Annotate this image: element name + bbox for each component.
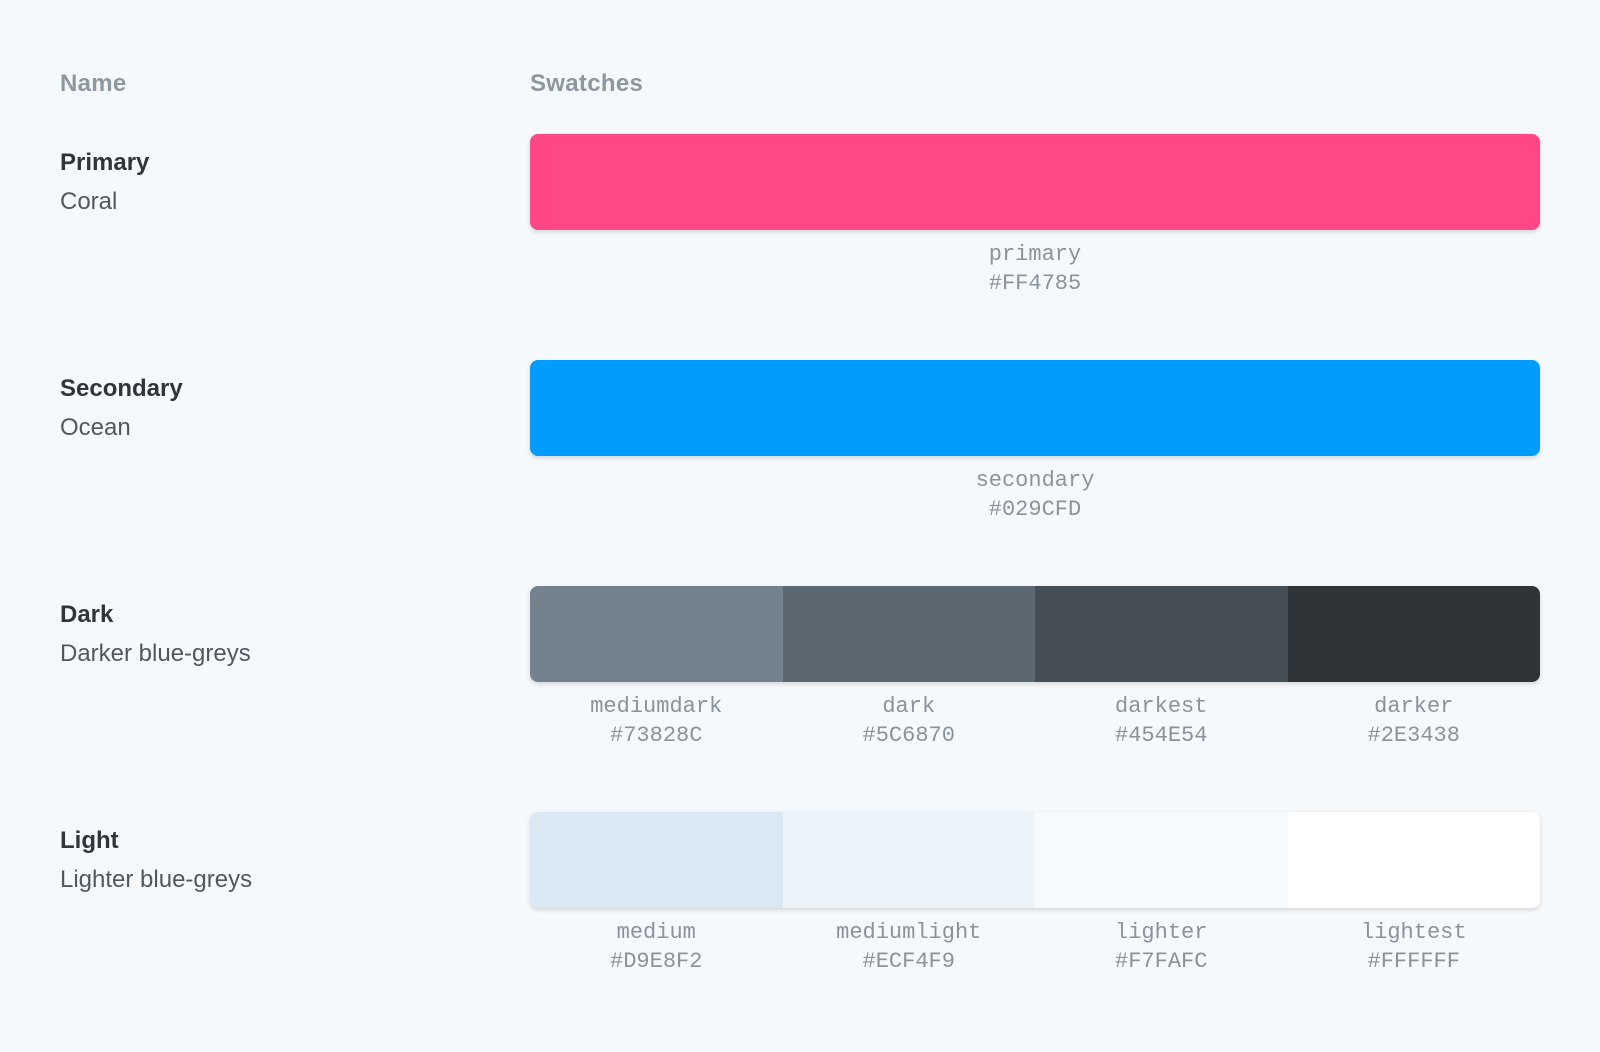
swatch-name: primary: [988, 242, 1082, 267]
swatch-hex: #454E54: [1115, 723, 1208, 748]
swatch-segment: [782, 586, 1035, 682]
palette-name-cell: Light Lighter blue-greys: [60, 812, 530, 976]
swatch-hex: #FFFFFF: [1367, 949, 1460, 974]
palette-row: Dark Darker blue-greys mediumdark #73828C…: [60, 586, 1540, 750]
palette-name-cell: Dark Darker blue-greys: [60, 586, 530, 750]
swatch-name: dark: [882, 694, 936, 719]
swatch-hex: #D9E8F2: [610, 949, 703, 974]
swatch-name: mediumdark: [590, 694, 723, 719]
palette-title: Primary: [60, 149, 150, 176]
swatch-name: secondary: [975, 468, 1095, 493]
swatch-segment: [1035, 586, 1288, 682]
swatch-label: mediumlight #ECF4F9: [783, 918, 1036, 976]
swatch-label: lighter #F7FAFC: [1035, 918, 1288, 976]
swatch-bar: [530, 360, 1540, 456]
swatch-name: darkest: [1115, 694, 1208, 719]
swatch-label: medium #D9E8F2: [530, 918, 783, 976]
swatch-label: primary #FF4785: [530, 240, 1540, 298]
swatch-label: darkest #454E54: [1035, 692, 1288, 750]
swatch-name: medium: [616, 920, 696, 945]
table-header-row: Name Swatches: [60, 70, 1540, 98]
swatch-bar: [530, 812, 1540, 908]
swatch-label: lightest #FFFFFF: [1288, 918, 1541, 976]
swatch-name: mediumlight: [836, 920, 982, 945]
swatch-segment: [530, 812, 783, 908]
swatch-hex: #73828C: [610, 723, 703, 748]
swatch-label: darker #2E3438: [1288, 692, 1541, 750]
palette-name-cell: Primary Coral: [60, 134, 530, 298]
swatch-hex: #ECF4F9: [862, 949, 955, 974]
swatch-labels: medium #D9E8F2 mediumlight #ECF4F9 lighter #F…: [530, 918, 1540, 976]
swatch-segment: [530, 360, 1540, 456]
swatch-labels: primary #FF4785: [530, 240, 1540, 298]
palette-row: Light Lighter blue-greys medium #D9E8F2 me…: [60, 812, 1540, 976]
palette-rows: Primary Coral primary #FF4785 Secondary O…: [60, 134, 1540, 976]
column-header-swatches: Swatches: [530, 70, 644, 97]
swatch-segment: [530, 134, 1540, 230]
palette-swatches-cell: secondary #029CFD: [530, 360, 1540, 524]
swatch-segment: [1287, 812, 1540, 908]
palette-swatches-cell: primary #FF4785: [530, 134, 1540, 298]
palette-title: Light: [60, 827, 119, 854]
swatch-name: lighter: [1115, 920, 1208, 945]
palette-row: Secondary Ocean secondary #029CFD: [60, 360, 1540, 524]
swatch-name: lightest: [1360, 920, 1467, 945]
palette-subtitle: Ocean: [60, 414, 131, 441]
swatch-segment: [530, 586, 783, 682]
swatch-bar: [530, 586, 1540, 682]
swatch-label: secondary #029CFD: [530, 466, 1540, 524]
palette-row: Primary Coral primary #FF4785: [60, 134, 1540, 298]
color-palette-table: Name Swatches Primary Coral primary #FF47…: [60, 70, 1540, 976]
palette-swatches-cell: mediumdark #73828C dark #5C6870 darkest #454E…: [530, 586, 1540, 750]
swatch-labels: secondary #029CFD: [530, 466, 1540, 524]
palette-subtitle: Lighter blue-greys: [60, 866, 253, 893]
swatch-name: darker: [1374, 694, 1454, 719]
palette-subtitle: Coral: [60, 188, 118, 215]
swatch-hex: #F7FAFC: [1115, 949, 1208, 974]
palette-subtitle: Darker blue-greys: [60, 640, 251, 667]
swatch-hex: #5C6870: [862, 723, 955, 748]
column-header-name: Name: [60, 70, 127, 97]
swatch-hex: #2E3438: [1367, 723, 1460, 748]
swatch-label: dark #5C6870: [783, 692, 1036, 750]
swatch-label: mediumdark #73828C: [530, 692, 783, 750]
palette-swatches-cell: medium #D9E8F2 mediumlight #ECF4F9 lighter #F…: [530, 812, 1540, 976]
swatch-segment: [782, 812, 1035, 908]
palette-title: Secondary: [60, 375, 183, 402]
swatch-labels: mediumdark #73828C dark #5C6870 darkest #454E…: [530, 692, 1540, 750]
swatch-hex: #029CFD: [988, 497, 1082, 522]
palette-title: Dark: [60, 601, 114, 628]
swatch-segment: [1035, 812, 1288, 908]
swatch-hex: #FF4785: [988, 271, 1082, 296]
swatch-segment: [1287, 586, 1540, 682]
palette-name-cell: Secondary Ocean: [60, 360, 530, 524]
swatch-bar: [530, 134, 1540, 230]
